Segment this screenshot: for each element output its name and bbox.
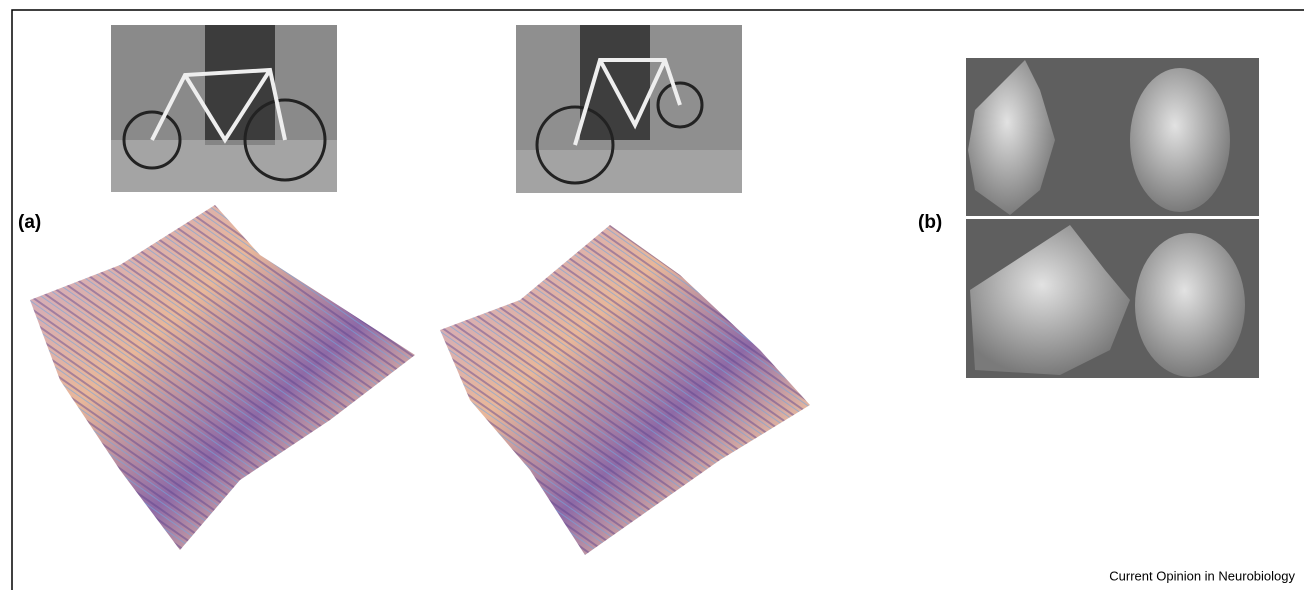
bike-photo	[111, 25, 337, 192]
face-renderings	[966, 58, 1259, 378]
bike-photo	[516, 25, 742, 193]
panel-label: (a)	[18, 212, 41, 233]
journal-credit: Current Opinion in Neurobiology	[1109, 568, 1295, 583]
panel-label: (b)	[918, 212, 942, 233]
frame	[11, 9, 1304, 590]
surface-plot	[440, 225, 810, 555]
surface-plot	[30, 205, 415, 550]
